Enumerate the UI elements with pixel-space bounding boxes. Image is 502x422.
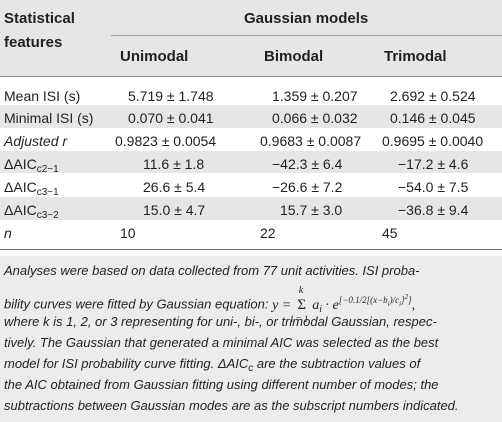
cell: 0.9695 ± 0.0040 <box>382 133 484 149</box>
cell: 22 <box>260 225 276 241</box>
row-label: Minimal ISI (s) <box>4 110 94 126</box>
cell: −17.2 ± 4.6 <box>398 156 469 172</box>
cell: 10 <box>120 225 136 241</box>
row-label: n <box>4 225 12 241</box>
cell: 11.6 ± 1.8 <box>143 156 205 172</box>
cell: 0.070 ± 0.041 <box>128 110 214 126</box>
row-band <box>0 197 502 220</box>
cell: 5.719 ± 1.748 <box>128 88 214 104</box>
cell: −42.3 ± 6.4 <box>272 156 343 172</box>
footnote-line: where k is 1, 2, or 3 representing for u… <box>4 314 437 329</box>
cell: 0.9683 ± 0.0087 <box>260 133 362 149</box>
cell: 2.692 ± 0.524 <box>390 88 476 104</box>
cell: −36.8 ± 9.4 <box>398 202 469 218</box>
row-label: ΔAICc2−1 <box>4 156 59 175</box>
footnote-line: tively. The Gaussian that generated a mi… <box>4 335 439 350</box>
footnote-line: subtractions between Gaussian modes are … <box>4 398 459 413</box>
cell: 15.0 ± 4.7 <box>143 202 206 218</box>
col-trimodal: Trimodal <box>384 48 447 65</box>
footnote-line: model for ISI probability curve fitting.… <box>4 356 421 374</box>
cell: 0.066 ± 0.032 <box>272 110 358 126</box>
footnote-line: the AIC obtained from Gaussian fitting u… <box>4 377 439 392</box>
header-group-title: Gaussian models <box>244 10 369 27</box>
row-band <box>0 151 502 173</box>
header-group-rule <box>111 35 502 36</box>
table-footnote: Analyses were based on data collected fr… <box>0 256 502 422</box>
cell: 0.146 ± 0.045 <box>390 110 476 126</box>
header-band <box>0 0 502 76</box>
cell: −26.6 ± 7.2 <box>272 179 343 195</box>
header-stat-line2: features <box>4 34 63 51</box>
cell: 1.359 ± 0.207 <box>272 88 358 104</box>
cell: 26.6 ± 5.4 <box>143 179 206 195</box>
cell: 45 <box>382 225 398 241</box>
gaussian-equation: y = k Σ i = 1 ai · e[−0.1/2[(x−bi)/ci]2]… <box>272 284 416 324</box>
row-label: ΔAICc3−2 <box>4 202 59 221</box>
col-unimodal: Unimodal <box>120 48 189 65</box>
cell: −54.0 ± 7.5 <box>398 179 469 195</box>
row-label: ΔAICc3−1 <box>4 179 59 198</box>
footnote-line: bility curves were fitted by Gaussian eq… <box>4 284 416 324</box>
header-bottom-rule <box>0 76 502 77</box>
header-stat-line1: Statistical <box>4 10 75 27</box>
footnote-line: Analyses were based on data collected fr… <box>4 263 420 278</box>
row-label: Adjusted r <box>4 133 68 149</box>
row-band <box>0 105 502 128</box>
col-bimodal: Bimodal <box>264 48 324 65</box>
cell: 15.7 ± 3.0 <box>280 202 343 218</box>
table-bottom-rule <box>0 249 502 250</box>
cell: 0.9823 ± 0.0054 <box>115 133 217 149</box>
row-label: Mean ISI (s) <box>4 88 81 104</box>
